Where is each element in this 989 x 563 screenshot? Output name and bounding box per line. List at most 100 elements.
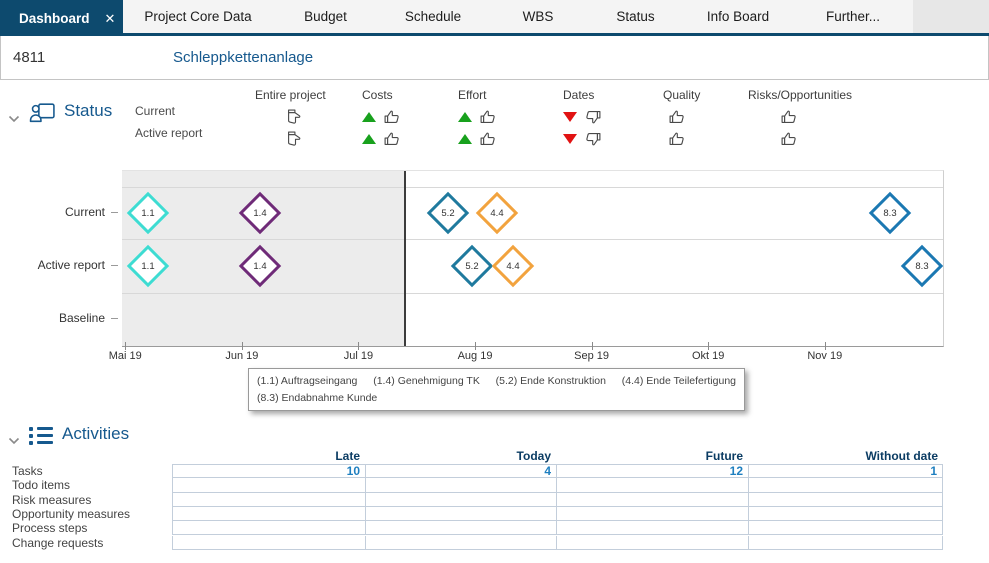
axis-tick (824, 342, 826, 350)
milestone-label: 4.4 (506, 260, 520, 272)
status-icons-quality-active-report (668, 130, 686, 148)
thumb-up-icon (668, 130, 686, 148)
chart-row-label-active-report: Active report (37, 258, 105, 272)
milestone-label: 1.1 (141, 207, 155, 219)
axis-tick (358, 342, 360, 350)
chevron-down-icon[interactable] (8, 110, 20, 123)
axis-tick (475, 342, 477, 350)
status-icons-dates-active-report (563, 130, 602, 148)
chevron-down-icon[interactable] (8, 432, 20, 445)
chart-row-tick (111, 212, 118, 213)
status-icons-quality-current (668, 108, 686, 126)
milestone-8.3-active-report[interactable]: 8.3 (900, 244, 943, 288)
activities-list-icon (29, 427, 53, 445)
axis-label-nov-19: Nov 19 (807, 350, 843, 362)
milestone-8.3-current[interactable]: 8.3 (868, 191, 911, 235)
chart-row-tick (111, 265, 118, 266)
tab-label: WBS (522, 9, 554, 24)
status-icons-effort-current (458, 108, 497, 126)
activities-cell-change-requests-late (172, 535, 365, 550)
legend-item: (1.1) Auftragseingang (257, 375, 358, 387)
status-icons-effort-active-report (458, 130, 497, 148)
status-icons-costs-active-report (362, 130, 401, 148)
milestone-label: 8.3 (915, 260, 929, 272)
status-col-quality: Quality (663, 88, 701, 102)
status-icons-risks-opportunities-active-report (780, 130, 798, 148)
activities-row-todo-items: Todo items (12, 478, 71, 493)
chart-row-separator (122, 187, 943, 188)
status-col-dates: Dates (563, 88, 595, 102)
activities-cell-tasks-future[interactable]: 12 (556, 464, 748, 479)
status-row-label-current: Current (135, 104, 176, 118)
thumb-up-icon (479, 108, 497, 126)
activities-col-late: Late (335, 449, 360, 463)
thumb-up-icon (383, 130, 401, 148)
axis-label-mai-19: Mai 19 (108, 350, 142, 362)
status-col-risks-opportunities: Risks/Opportunities (748, 88, 853, 102)
milestone-label: 5.2 (465, 260, 479, 272)
activities-row-risk-measures: Risk measures (12, 492, 92, 507)
activities-cell-change-requests-without-date (748, 535, 943, 550)
activities-cell-todo-items-today (365, 478, 556, 493)
tab-budget[interactable]: Budget (273, 0, 378, 33)
activities-cell-risk-measures-late (172, 492, 365, 507)
activities-cell-opportunity-measures-late (172, 506, 365, 522)
activities-cell-process-steps-today (365, 521, 556, 536)
milestone-4.4-current[interactable]: 4.4 (475, 191, 519, 235)
close-icon[interactable]: ✕ (104, 10, 116, 26)
tab-dashboard[interactable]: Dashboard ✕ (0, 0, 123, 36)
axis-tick (241, 342, 243, 350)
activities-cell-process-steps-without-date (748, 521, 943, 536)
axis-label-jul-19: Jul 19 (343, 350, 374, 362)
activities-section-title: Activities (62, 424, 130, 443)
status-col-costs: Costs (362, 88, 393, 102)
activities-cell-change-requests-today (365, 535, 556, 550)
activities-row-process-steps: Process steps (12, 521, 88, 536)
tab-schedule[interactable]: Schedule (378, 0, 488, 33)
activities-cell-tasks-late[interactable]: 10 (172, 464, 365, 479)
trend-down-icon (563, 112, 577, 122)
project-name: Schleppkettenanlage (173, 49, 314, 66)
thumb-up-icon (383, 108, 401, 126)
chart-row-label-current: Current (64, 205, 105, 219)
tab-further[interactable]: Further... (793, 0, 913, 33)
tab-label: Budget (304, 9, 347, 24)
activities-cell-tasks-today[interactable]: 4 (365, 464, 556, 479)
tab-info-board[interactable]: Info Board (683, 0, 793, 33)
axis-label-sep-19: Sep 19 (574, 350, 610, 362)
milestone-label: 8.3 (883, 207, 897, 219)
activities-cell-risk-measures-future (556, 492, 748, 507)
project-number: 4811 (13, 49, 46, 66)
status-icons-entire-project-current (285, 108, 303, 126)
milestone-4.4-active-report[interactable]: 4.4 (491, 244, 534, 288)
axis-label-jun-19: Jun 19 (225, 350, 259, 362)
project-header: 4811 Schleppkettenanlage (0, 36, 989, 80)
legend-item: (1.4) Genehmigung TK (373, 375, 480, 387)
trend-up-icon (458, 134, 472, 144)
chart-row-separator (122, 293, 943, 294)
axis-tick (591, 342, 593, 350)
activities-col-future: Future (705, 449, 743, 463)
tab-status[interactable]: Status (588, 0, 683, 33)
axis-label-okt-19: Okt 19 (691, 350, 725, 362)
status-section: Status Current Active report Entire projec… (0, 80, 989, 170)
milestone-5.2-current[interactable]: 5.2 (426, 191, 470, 235)
chart-row-label-baseline: Baseline (58, 311, 105, 325)
milestone-5.2-active-report[interactable]: 5.2 (450, 244, 493, 288)
milestone-label: 5.2 (441, 207, 455, 219)
milestone-label: 1.1 (141, 260, 155, 272)
tab-project-core-data[interactable]: Project Core Data (123, 0, 273, 33)
tab-label: Project Core Data (144, 9, 252, 24)
activities-cell-opportunity-measures-today (365, 506, 556, 522)
tab-wbs[interactable]: WBS (488, 0, 588, 33)
status-icons-entire-project-active-report (285, 130, 303, 148)
activities-row-opportunity-measures: Opportunity measures (12, 506, 131, 521)
activities-cell-todo-items-without-date (748, 478, 943, 493)
activities-cell-risk-measures-today (365, 492, 556, 507)
activities-cell-tasks-without-date[interactable]: 1 (748, 464, 943, 479)
legend-item: (4.4) Ende Teilefertigung (621, 375, 736, 387)
thumb-neutral-icon (285, 108, 303, 126)
activities-cell-risk-measures-without-date (748, 492, 943, 507)
chart-row-separator (122, 239, 943, 240)
